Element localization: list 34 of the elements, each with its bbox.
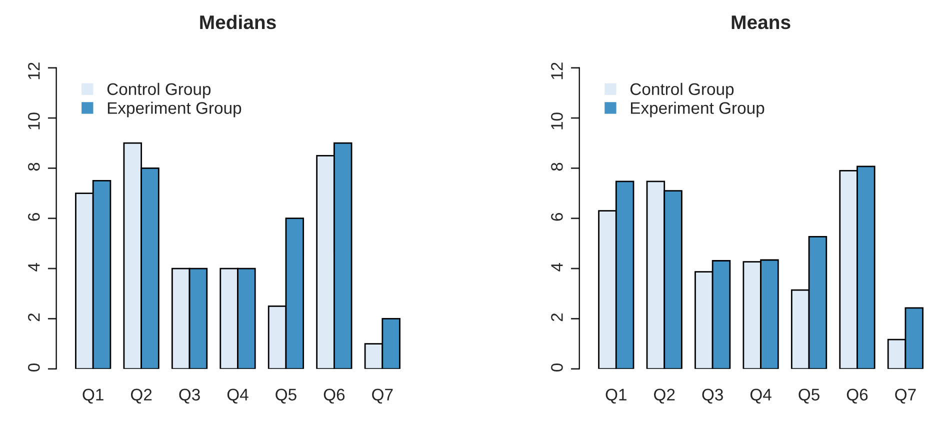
x-tick-label: Q3 <box>702 388 723 404</box>
legend-label: Experiment Group <box>630 102 764 118</box>
y-tick-label: 6 <box>551 213 563 221</box>
x-tick-label: Q1 <box>606 388 626 404</box>
x-tick-label: Q3 <box>179 388 200 404</box>
y-tick-label: 12 <box>28 62 40 80</box>
y-tick-label: 10 <box>551 112 563 130</box>
x-tick-label: Q4 <box>750 388 772 404</box>
x-tick-label: Q5 <box>276 388 296 404</box>
chart-title: Means <box>732 16 790 30</box>
y-tick-label: 2 <box>551 314 563 322</box>
legend-label: Control Group <box>630 82 734 98</box>
y-tick-label: 6 <box>28 213 40 221</box>
x-tick-label: Q7 <box>372 388 393 404</box>
y-tick-label: 8 <box>28 162 40 171</box>
y-tick-label: 0 <box>28 363 40 372</box>
chart-title: Medians <box>200 14 276 30</box>
y-tick-label: 10 <box>28 112 40 130</box>
y-tick-label: 2 <box>28 314 40 322</box>
x-tick-label: Q2 <box>130 388 152 404</box>
y-tick-label: 0 <box>551 363 563 372</box>
y-tick-label: 4 <box>551 262 563 272</box>
y-tick-label: 12 <box>551 62 563 80</box>
legend-label: Experiment Group <box>108 102 242 118</box>
x-tick-label: Q4 <box>227 388 248 404</box>
x-tick-label: Q2 <box>654 388 675 404</box>
y-tick-label: 8 <box>551 162 563 171</box>
x-tick-label: Q6 <box>324 388 345 404</box>
x-tick-label: Q7 <box>895 388 916 404</box>
x-tick-label: Q6 <box>846 388 868 404</box>
legend-label: Control Group <box>107 82 211 98</box>
y-tick-label: 4 <box>28 262 40 272</box>
x-tick-label: Q5 <box>798 388 820 404</box>
x-tick-label: Q1 <box>82 388 104 404</box>
